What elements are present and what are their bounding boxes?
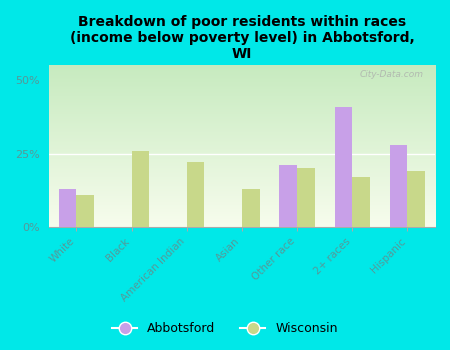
Bar [242,189,260,227]
Bar [187,162,204,227]
Text: City-Data.com: City-Data.com [360,70,423,79]
Bar [352,177,370,227]
Bar [131,150,149,227]
Bar [58,189,76,227]
Bar [279,165,297,227]
Title: Breakdown of poor residents within races
(income below poverty level) in Abbotsf: Breakdown of poor residents within races… [69,15,414,61]
Bar [297,168,315,227]
Bar [407,171,425,227]
Legend: Abbotsford, Wisconsin: Abbotsford, Wisconsin [107,317,343,340]
Bar [76,195,94,227]
Bar [335,106,352,227]
Bar [390,145,407,227]
